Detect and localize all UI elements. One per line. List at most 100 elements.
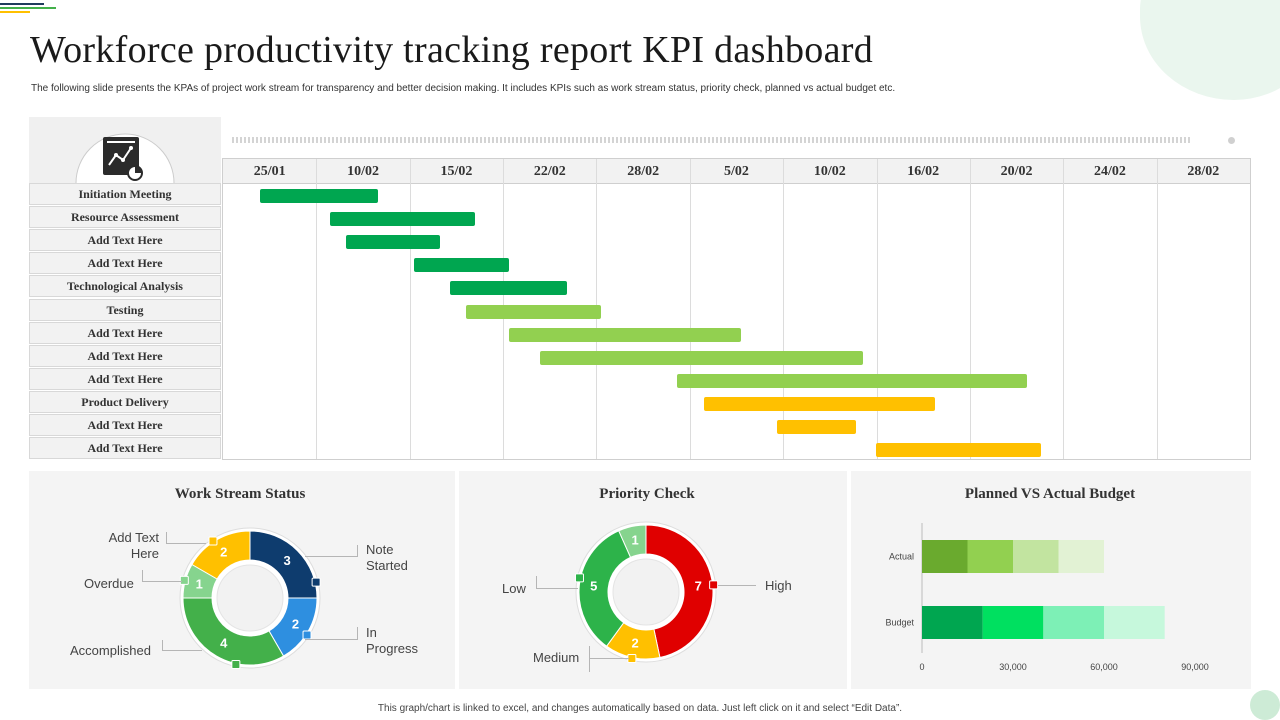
donut-marker <box>709 580 719 590</box>
gantt-task-bar <box>330 212 476 227</box>
donut-slice <box>578 530 632 647</box>
leader-line <box>162 650 202 651</box>
gantt-task-label: Testing <box>29 298 221 321</box>
budget-bar-segment <box>982 606 1044 639</box>
gantt-date-label: 20/02 <box>1000 164 1033 179</box>
gantt-timeline-rail <box>232 137 1190 143</box>
gantt-date-label: 5/02 <box>724 164 749 179</box>
priority-check-donut: 7 2 5 1 <box>574 521 719 664</box>
donut-value-label: 7 <box>695 579 702 594</box>
legend-low: Low <box>502 581 526 596</box>
leader-line <box>305 556 357 557</box>
legend-overdue: Overdue <box>84 576 134 591</box>
leader-line <box>718 585 756 586</box>
gantt-date-label: 28/02 <box>627 164 660 179</box>
gantt-gridline <box>969 159 971 459</box>
gantt-date-label: 24/02 <box>1094 164 1126 179</box>
gantt-task-bar <box>703 396 936 411</box>
donut-marker <box>208 536 218 546</box>
gantt-date-label: 25/01 <box>253 164 286 179</box>
gantt-gridline <box>1156 159 1158 459</box>
leader-line <box>536 588 578 589</box>
donut-value-label: 2 <box>631 635 638 650</box>
donut-value-label: 3 <box>284 553 291 568</box>
gantt-date-label: 22/02 <box>533 164 566 179</box>
corner-decoration <box>0 3 56 13</box>
corner-dot <box>1250 690 1280 720</box>
gantt-gridline <box>316 159 318 459</box>
legend-high: High <box>765 578 792 593</box>
budget-bar-segment <box>1104 606 1165 639</box>
budget-title: Planned VS Actual Budget <box>964 486 1136 502</box>
budget-category-label: Actual <box>889 552 914 562</box>
gantt-task-bar <box>465 304 602 319</box>
donut-value-label: 2 <box>220 545 227 560</box>
leader-line <box>589 658 629 659</box>
donut-value-label: 1 <box>631 533 638 548</box>
budget-bar-chart: Actual Budget 0 30,000 60,000 90,000 <box>885 523 1209 672</box>
gantt-task-label: Add Text Here <box>29 252 221 275</box>
gantt-task-label: Add Text Here <box>29 414 221 436</box>
budget-bar-segment <box>967 540 1013 573</box>
budget-tick-label: 0 <box>919 662 924 672</box>
work-stream-title: Work Stream Status <box>174 486 306 502</box>
report-document-icon <box>75 133 175 184</box>
legend-medium: Medium <box>533 650 580 665</box>
gantt-task-label: Product Delivery <box>29 390 221 413</box>
gantt-task-label: Add Text Here <box>29 367 221 390</box>
page-title: Workforce productivity tracking report K… <box>30 29 874 71</box>
gantt-gridline <box>409 159 411 459</box>
leader-line <box>162 640 163 651</box>
leader-line <box>166 543 206 544</box>
gantt-task-bar <box>540 350 864 365</box>
gantt-task-bar <box>776 420 856 434</box>
leader-line <box>142 581 182 582</box>
budget-tick-label: 30,000 <box>999 662 1027 672</box>
leader-line <box>589 646 590 672</box>
leader-line <box>357 627 358 640</box>
gantt-timeline-end-dot <box>1228 137 1235 144</box>
gantt-date-label: 15/02 <box>440 164 473 179</box>
budget-bar-segment <box>1013 540 1059 573</box>
gantt-task-label: Add Text Here <box>29 229 221 252</box>
leader-line <box>305 639 357 640</box>
donut-slice <box>618 524 647 558</box>
budget-category-label: Budget <box>885 618 914 628</box>
legend-add-text: Add Text Here <box>108 530 159 561</box>
legend-accomplished: Accomplished <box>70 643 151 658</box>
gantt-task-bar <box>875 443 1041 458</box>
gantt-task-label: Initiation Meeting <box>29 183 221 205</box>
gantt-grid: 25/01 10/02 15/02 22/02 28/02 5/02 10/02 16/02 2… <box>222 158 1251 460</box>
budget-bar-segment <box>1058 540 1104 573</box>
gantt-task-label: Add Text Here <box>29 321 221 344</box>
work-stream-donut: 3 2 4 1 2 <box>179 527 321 670</box>
gantt-gridline <box>1063 159 1065 459</box>
gantt-task-bar <box>414 258 509 273</box>
budget-panel <box>851 471 1251 689</box>
gantt-task-bar <box>508 327 742 342</box>
donut-marker <box>231 660 241 670</box>
donut-slice <box>182 597 285 666</box>
gantt-task-label: Add Text Here <box>29 437 221 460</box>
gantt-date-label: 10/02 <box>347 164 379 179</box>
gantt-task-bar <box>346 235 440 250</box>
gantt-gridline <box>783 159 785 459</box>
gantt-date-header: 25/01 10/02 15/02 22/02 28/02 5/02 10/02 16/02 2… <box>223 159 1250 184</box>
leader-line <box>357 545 358 557</box>
donut-marker <box>302 630 312 640</box>
budget-tick-label: 60,000 <box>1090 662 1118 672</box>
gantt-task-label: Resource Assessment <box>29 206 221 229</box>
gantt-gridline <box>876 159 878 459</box>
gantt-date-label: 16/02 <box>907 164 940 179</box>
gantt-task-bar <box>260 189 378 203</box>
donut-value-label: 4 <box>220 635 228 650</box>
corner-blob <box>1140 0 1280 100</box>
legend-note-started: Note Started <box>366 542 408 573</box>
gantt-task-label: Technological Analysis <box>29 275 221 298</box>
legend-in-progress: In Progress <box>366 625 419 656</box>
footer-note: This graph/chart is linked to excel, and… <box>377 703 903 714</box>
donut-marker <box>311 577 321 587</box>
leader-line <box>536 576 537 589</box>
leader-line <box>142 570 143 582</box>
budget-tick-label: 90,000 <box>1181 662 1209 672</box>
